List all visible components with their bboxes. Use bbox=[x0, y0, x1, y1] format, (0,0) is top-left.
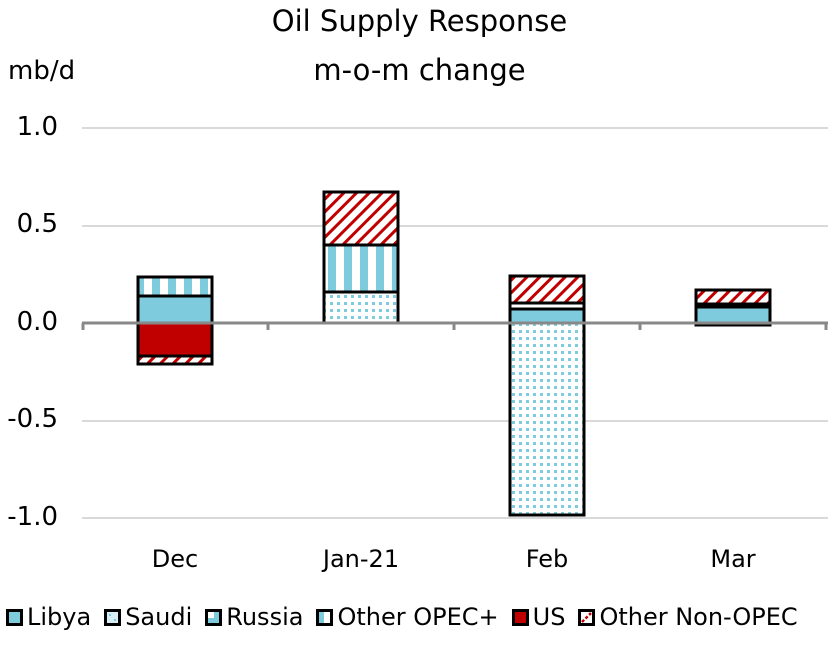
other-opec-plus-swatch-icon bbox=[316, 608, 334, 626]
y-tick-1.0: 1.0 bbox=[16, 112, 58, 142]
chart-subtitle: m-o-m change bbox=[313, 53, 526, 87]
russia-swatch-icon bbox=[205, 608, 223, 626]
y-axis-unit: mb/d bbox=[8, 56, 76, 86]
x-tick-feb: Feb bbox=[525, 545, 569, 573]
y-tick-0.5: 0.5 bbox=[16, 209, 58, 239]
us-swatch-icon bbox=[511, 608, 529, 626]
bar-jan21 bbox=[322, 190, 400, 325]
chart-title: Oil Supply Response bbox=[271, 4, 568, 38]
legend-item-russia: Russia bbox=[205, 603, 303, 631]
legend-item-saudi: Saudi bbox=[104, 603, 192, 631]
legend-item-us: US bbox=[511, 603, 566, 631]
x-tick-dec: Dec bbox=[151, 545, 199, 573]
gridlines bbox=[82, 127, 828, 519]
legend-item-other-opec-plus: Other OPEC+ bbox=[316, 603, 499, 631]
legend-label-saudi: Saudi bbox=[125, 603, 193, 631]
legend-label-other-opec-plus: Other OPEC+ bbox=[337, 603, 499, 631]
bar-dec bbox=[136, 275, 214, 366]
x-axis bbox=[81, 321, 828, 330]
other-non-opec-swatch-icon bbox=[578, 608, 596, 626]
legend-label-russia: Russia bbox=[226, 603, 304, 631]
legend-item-other-non-opec: Other Non-OPEC bbox=[578, 603, 798, 631]
legend-label-other-non-opec: Other Non-OPEC bbox=[599, 603, 798, 631]
bar-mar bbox=[694, 288, 772, 327]
bar-feb bbox=[508, 274, 586, 517]
legend-label-libya: Libya bbox=[27, 603, 92, 631]
x-tick-mar: Mar bbox=[710, 545, 756, 573]
y-tick-neg-0.5: -0.5 bbox=[7, 404, 58, 434]
legend-label-us: US bbox=[532, 603, 566, 631]
x-tick-jan21: Jan-21 bbox=[322, 545, 400, 573]
legend: Libya Saudi Russia Other OPEC+ US Other … bbox=[6, 603, 811, 631]
legend-item-libya: Libya bbox=[6, 603, 91, 631]
libya-swatch-icon bbox=[6, 608, 23, 626]
saudi-swatch-icon bbox=[104, 608, 122, 626]
y-tick-neg-1.0: -1.0 bbox=[7, 502, 58, 532]
y-tick-0.0: 0.0 bbox=[16, 307, 58, 337]
